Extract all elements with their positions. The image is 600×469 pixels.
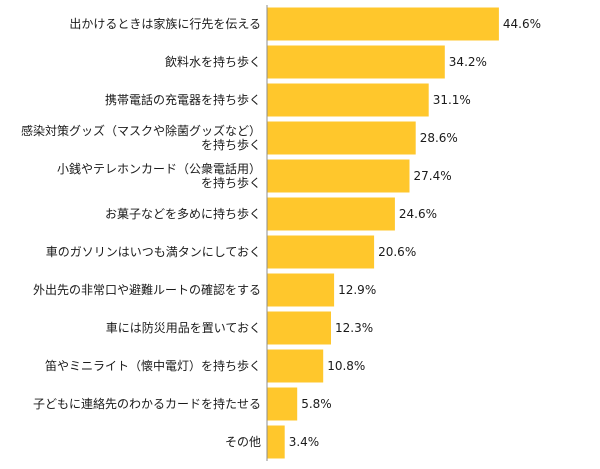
category-label: 車のガソリンはいつも満タンにしておく: [46, 245, 261, 259]
category-label: 外出先の非常口や避難ルートの確認をする: [33, 282, 261, 297]
bar: [267, 387, 298, 421]
category-label: 小銭やテレホンカード（公衆電話用）を持ち歩く: [57, 161, 261, 190]
category-label-line: その他: [225, 435, 261, 449]
bar: [267, 349, 324, 383]
category-label-line: を持ち歩く: [201, 137, 261, 152]
category-labels-group: 出かけるときは家族に行先を伝える飲料水を持ち歩く携帯電話の充電器を持ち歩く感染対…: [21, 16, 261, 449]
value-label: 31.1%: [433, 93, 471, 107]
bar: [267, 197, 395, 231]
category-label-line: 小銭やテレホンカード（公衆電話用）: [57, 161, 261, 176]
bar: [267, 273, 335, 307]
value-label: 44.6%: [503, 17, 541, 31]
value-label: 12.9%: [338, 283, 376, 297]
value-label: 20.6%: [378, 245, 416, 259]
category-label-line: 飲料水を持ち歩く: [165, 54, 261, 69]
category-label-line: 出かけるときは家族に行先を伝える: [69, 16, 261, 31]
category-label-line: 感染対策グッズ（マスクや除菌グッズなど）: [21, 123, 261, 138]
category-label-line: を持ち歩く: [201, 175, 261, 190]
bar: [267, 311, 331, 345]
category-label-line: 携帯電話の充電器を持ち歩く: [105, 92, 261, 107]
value-label: 27.4%: [414, 169, 452, 183]
bar: [267, 159, 410, 193]
category-label: お菓子などを多めに持ち歩く: [105, 206, 261, 221]
category-label: その他: [225, 435, 261, 449]
value-label: 5.8%: [301, 397, 332, 411]
bar: [267, 425, 285, 459]
category-label: 感染対策グッズ（マスクや除菌グッズなど）を持ち歩く: [21, 123, 261, 152]
category-label-line: 車のガソリンはいつも満タンにしておく: [46, 245, 261, 259]
category-label-line: 外出先の非常口や避難ルートの確認をする: [33, 282, 261, 297]
value-label: 10.8%: [327, 359, 365, 373]
category-label-line: お菓子などを多めに持ち歩く: [105, 206, 261, 221]
category-label-line: 車には防災用品を置いておく: [106, 320, 261, 335]
category-label: 笛やミニライト（懐中電灯）を持ち歩く: [45, 358, 261, 373]
value-label: 34.2%: [449, 55, 487, 69]
category-label: 飲料水を持ち歩く: [165, 54, 261, 69]
bars-group: [267, 7, 499, 459]
bar: [267, 45, 445, 79]
value-labels-group: 44.6% 34.2% 31.1% 28.6% 27.4% 24.6% 20.6% 12.9%…: [289, 17, 541, 449]
value-label: 24.6%: [399, 207, 437, 221]
category-label: 携帯電話の充電器を持ち歩く: [105, 92, 261, 107]
value-label: 3.4%: [289, 435, 320, 449]
bar: [267, 83, 429, 117]
category-label: 車には防災用品を置いておく: [106, 320, 261, 335]
value-label: 12.3%: [335, 321, 373, 335]
bar: [267, 7, 499, 41]
category-label-line: 笛やミニライト（懐中電灯）を持ち歩く: [45, 358, 261, 373]
value-label: 28.6%: [420, 131, 458, 145]
category-label: 子どもに連絡先のわかるカードを持たせる: [33, 396, 261, 411]
category-label: 出かけるときは家族に行先を伝える: [69, 16, 261, 31]
bar: [267, 235, 375, 269]
category-label-line: 子どもに連絡先のわかるカードを持たせる: [33, 396, 261, 411]
bar: [267, 121, 416, 155]
